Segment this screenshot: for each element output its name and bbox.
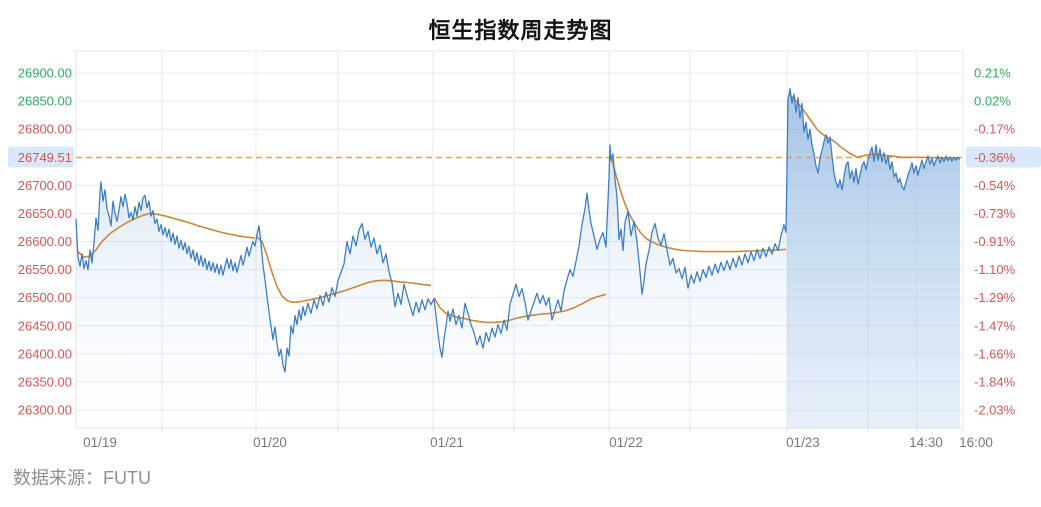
right-axis-highlight (966, 146, 1041, 168)
x-axis-tick-label: 01/20 (253, 435, 287, 450)
left-axis-tick-label: 26600.00 (18, 234, 72, 249)
right-axis-tick-label: -1.47% (974, 318, 1016, 333)
avg-price-line (788, 93, 960, 159)
right-axis-tick-label: -1.66% (974, 346, 1016, 361)
right-axis-tick-label: -0.17% (974, 122, 1016, 137)
x-axis-tick-label: 01/23 (786, 435, 820, 450)
avg-price-line (609, 154, 787, 253)
chart-title: 恒生指数周走势图 (428, 18, 613, 43)
left-axis-tick-label: 26300.00 (18, 403, 72, 418)
left-axis-tick-label: 26550.00 (18, 262, 72, 277)
avg-price-line (433, 293, 607, 324)
x-axis-tick-label: 01/19 (83, 435, 117, 450)
right-axis-tick-label: 0.21% (974, 66, 1011, 81)
right-axis-tick-label: -1.10% (974, 262, 1016, 277)
x-axis-tick-label: 16:00 (959, 435, 993, 450)
left-axis-tick-label: 26749.51 (18, 150, 72, 165)
left-axis-tick-label: 26350.00 (18, 374, 72, 389)
right-axis-tick-label: -2.03% (974, 403, 1016, 418)
avg-price-line (77, 212, 256, 259)
left-axis-tick-label: 26650.00 (18, 206, 72, 221)
right-axis-tick-label: 0.02% (974, 94, 1011, 109)
price-line (75, 88, 961, 373)
right-axis-tick-label: -1.29% (974, 290, 1016, 305)
right-axis-tick-label: -1.84% (974, 374, 1016, 389)
left-axis-tick-label: 26700.00 (18, 178, 72, 193)
right-axis-tick-label: -0.36% (974, 150, 1016, 165)
left-axis-tick-label: 26900.00 (18, 66, 72, 81)
right-axis-tick-label: -0.91% (974, 234, 1016, 249)
left-axis-tick-label: 26800.00 (18, 122, 72, 137)
right-axis-tick-label: -0.54% (974, 178, 1016, 193)
left-axis-tick-label: 26450.00 (18, 318, 72, 333)
left-axis-tick-label: 26500.00 (18, 290, 72, 305)
left-axis-tick-label: 26400.00 (18, 346, 72, 361)
data-source-note: 数据来源：FUTU (13, 468, 151, 488)
x-axis-tick-label: 14:30 (909, 435, 943, 450)
left-axis-tick-label: 26850.00 (18, 94, 72, 109)
last-day-highlight-band (787, 88, 960, 428)
x-axis-tick-label: 01/21 (430, 435, 464, 450)
x-axis-tick-label: 01/22 (609, 435, 643, 450)
price-area-fill (76, 88, 960, 428)
avg-price-line (256, 236, 432, 304)
left-axis-highlight (8, 146, 74, 168)
right-axis-tick-label: -0.73% (974, 206, 1016, 221)
